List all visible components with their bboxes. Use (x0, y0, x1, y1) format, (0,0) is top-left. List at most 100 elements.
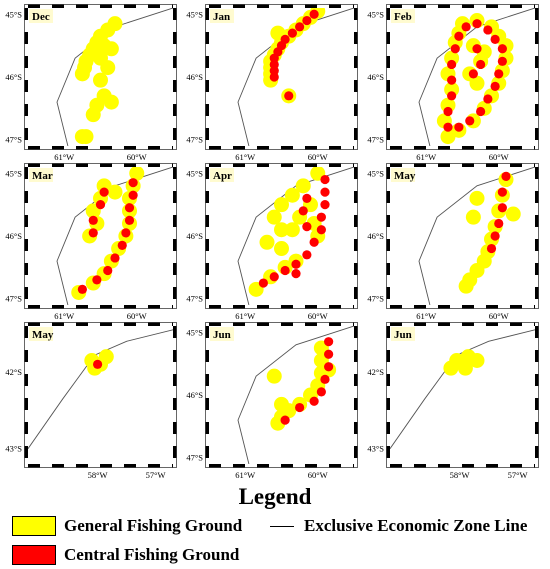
lat-tick-label: 42°S (5, 367, 22, 377)
central-ground-cell (447, 91, 457, 101)
central-ground-cell (88, 215, 98, 225)
general-ground-cell (129, 167, 145, 181)
lon-tick-label: 60°W (308, 470, 328, 480)
month-label-box (29, 9, 53, 23)
lat-tick-label: 47°S (186, 453, 203, 463)
central-ground-cell (269, 72, 279, 82)
central-ground-cell (302, 250, 312, 260)
central-ground-cell (324, 349, 334, 359)
month-label: May (32, 329, 54, 341)
central-ground-cell (476, 106, 486, 117)
central-ground-cell (302, 15, 312, 26)
general-ground-cell (259, 234, 275, 250)
central-ground-cell (494, 218, 504, 229)
lat-tick-label: 47°S (367, 294, 384, 304)
central-ground-cell (494, 69, 504, 79)
general-ground-cell (74, 129, 90, 145)
lon-tick-label: 61°W (235, 152, 255, 162)
central-ground-cell (320, 174, 330, 185)
central-ground-cell (497, 203, 507, 213)
central-ground-cell (483, 94, 493, 104)
month-label-box (391, 168, 415, 182)
general-ground-cell (505, 206, 521, 222)
central-ground-cell (443, 122, 453, 132)
lon-tick-label: 60°W (308, 152, 328, 162)
map-panel-8: Jun 45°S 46°S 47°S 61°W 60°W (186, 322, 358, 480)
map-panel-9: Jun 42°S 43°S 58°W 57°W (367, 322, 539, 480)
general-ground-cell (98, 349, 114, 365)
month-label: May (394, 170, 416, 182)
legend-label-general: General Fishing Ground (64, 516, 243, 535)
legend-line-eez (270, 525, 294, 527)
central-ground-cell (486, 243, 497, 254)
month-label-box (29, 168, 53, 182)
central-ground-cell (320, 187, 330, 197)
central-ground-cell (483, 25, 493, 35)
lon-tick-label: 57°W (508, 470, 528, 480)
lat-tick-label: 47°S (186, 294, 203, 304)
map-panel-7: May 42°S 43°S 58°W 57°W (5, 322, 177, 480)
map-panel-6: May 45°S 46°S 47°S 61°W 60°W (367, 163, 539, 321)
lon-tick-label: 60°W (127, 311, 147, 321)
central-ground-cell (490, 231, 500, 241)
lon-tick-label: 58°W (450, 470, 470, 480)
general-ground-cell (103, 41, 119, 57)
map-panel-3: Feb 45°S 46°S 47°S 61°W 60°W (367, 4, 539, 162)
fishing-ground-maps: Dec 45°S 46°S 47°S 61°W 60°W Jan 45°S 46°S 47°S 61… (5, 4, 539, 480)
central-ground-cell (99, 187, 109, 197)
month-label: Jun (394, 329, 412, 341)
legend-item-eez: Exclusive Economic Zone Line (270, 516, 527, 536)
central-ground-cell (117, 240, 127, 251)
general-ground-cell (93, 72, 108, 88)
central-ground-cell (454, 31, 464, 41)
central-ground-cell (92, 275, 102, 285)
general-ground-cell (469, 353, 485, 368)
general-ground-cell (103, 94, 119, 110)
central-ground-cell (77, 284, 87, 294)
central-ground-cell (309, 396, 319, 406)
general-ground-cell (85, 107, 101, 123)
lat-tick-label: 47°S (367, 135, 384, 145)
central-ground-cell (490, 81, 500, 92)
lat-tick-label: 45°S (5, 9, 22, 19)
central-ground-cell (476, 59, 486, 70)
month-label: Dec (32, 11, 50, 23)
legend-title: Legend (238, 484, 312, 509)
central-ground-cell (454, 122, 464, 132)
month-label: Jun (213, 329, 231, 341)
central-ground-cell (447, 75, 457, 85)
month-label: Apr (213, 170, 232, 182)
lat-tick-label: 46°S (5, 72, 22, 82)
general-ground-cell (440, 129, 456, 145)
eez-line (237, 326, 354, 464)
central-ground-cell (295, 402, 305, 413)
central-ground-cell (103, 265, 113, 276)
lat-tick-label: 45°S (5, 168, 22, 178)
lat-tick-label: 46°S (367, 72, 384, 82)
month-label-box (210, 327, 234, 341)
central-ground-cell (295, 22, 305, 32)
general-ground-cell (266, 368, 282, 384)
lat-tick-label: 46°S (186, 231, 203, 241)
general-ground-cell (284, 187, 300, 203)
month-label: Mar (32, 170, 53, 182)
central-ground-cell (298, 206, 308, 216)
lat-tick-label: 46°S (186, 390, 203, 400)
map-panel-1: Dec 45°S 46°S 47°S 61°W 60°W (5, 4, 177, 162)
general-ground-cell (274, 197, 289, 213)
general-ground-cell (443, 360, 459, 376)
central-ground-cell (93, 359, 103, 369)
month-label-box (29, 327, 53, 341)
general-ground-cell (457, 360, 473, 376)
eez-line (418, 167, 535, 305)
central-ground-cell (124, 203, 135, 213)
lat-tick-label: 45°S (186, 168, 203, 178)
central-ground-cell (316, 387, 326, 397)
general-ground-cell (469, 190, 485, 206)
central-ground-cell (501, 171, 511, 182)
month-label-box (391, 327, 415, 341)
legend-item-central: Central Fishing Ground (12, 545, 239, 565)
general-ground-cell (107, 184, 123, 200)
central-ground-cell (324, 362, 334, 372)
central-ground-cell (124, 215, 135, 225)
